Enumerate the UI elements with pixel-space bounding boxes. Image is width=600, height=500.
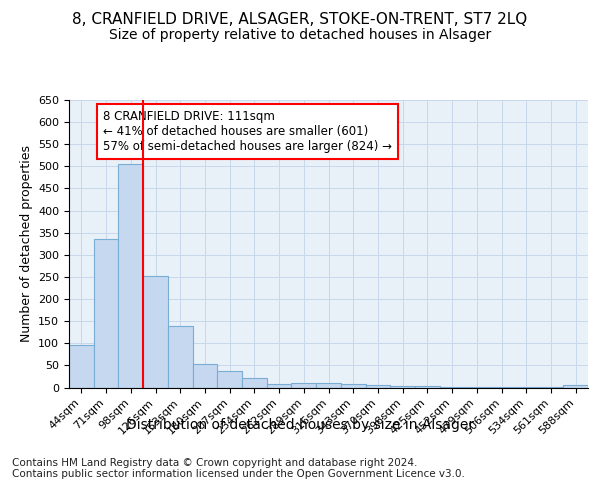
Bar <box>415 386 440 388</box>
Bar <box>316 382 341 388</box>
Bar <box>217 370 242 388</box>
Bar <box>341 384 365 388</box>
Bar <box>193 364 217 388</box>
Bar <box>440 386 464 388</box>
Bar <box>143 276 168 388</box>
Y-axis label: Number of detached properties: Number of detached properties <box>20 145 32 342</box>
Bar <box>267 384 292 388</box>
Bar <box>365 386 390 388</box>
Bar <box>118 164 143 388</box>
Bar <box>292 382 316 388</box>
Bar <box>69 344 94 388</box>
Bar <box>464 386 489 388</box>
Bar <box>242 378 267 388</box>
Bar <box>94 240 118 388</box>
Text: Size of property relative to detached houses in Alsager: Size of property relative to detached ho… <box>109 28 491 42</box>
Text: Contains HM Land Registry data © Crown copyright and database right 2024.
Contai: Contains HM Land Registry data © Crown c… <box>12 458 465 479</box>
Bar <box>489 386 514 388</box>
Bar <box>563 386 588 388</box>
Bar <box>390 386 415 388</box>
Text: 8 CRANFIELD DRIVE: 111sqm
← 41% of detached houses are smaller (601)
57% of semi: 8 CRANFIELD DRIVE: 111sqm ← 41% of detac… <box>103 110 392 153</box>
Bar <box>168 326 193 388</box>
Text: 8, CRANFIELD DRIVE, ALSAGER, STOKE-ON-TRENT, ST7 2LQ: 8, CRANFIELD DRIVE, ALSAGER, STOKE-ON-TR… <box>73 12 527 28</box>
Text: Distribution of detached houses by size in Alsager: Distribution of detached houses by size … <box>126 418 474 432</box>
